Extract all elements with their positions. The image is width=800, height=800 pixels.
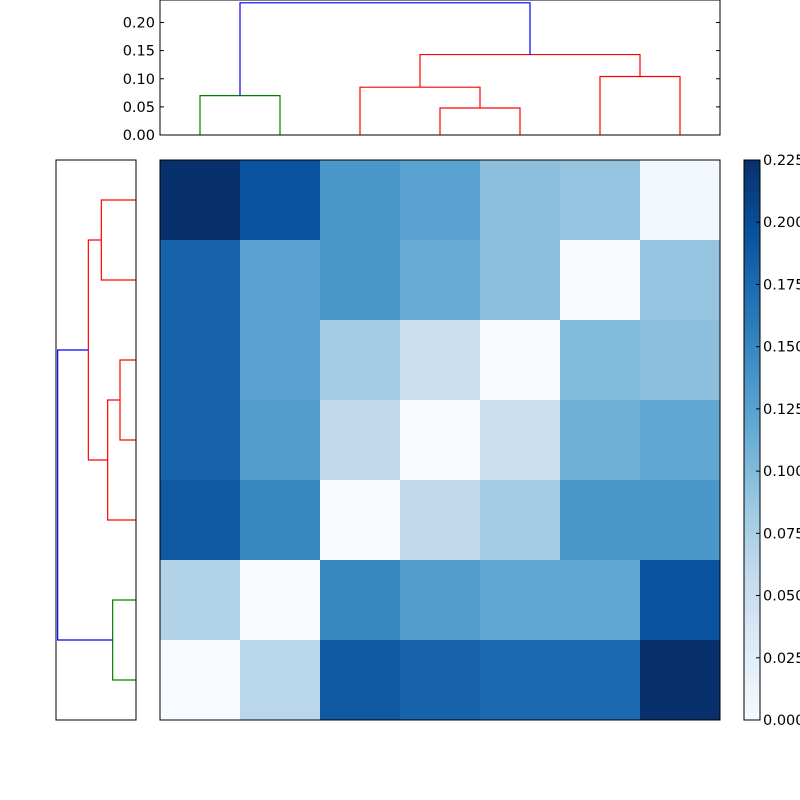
heatmap-cell bbox=[560, 240, 641, 321]
heatmap-cell bbox=[320, 480, 401, 561]
heatmap-cell bbox=[320, 640, 401, 721]
colorbar-tick-label: 0.075 bbox=[763, 526, 800, 542]
top-dendrogram-link bbox=[439, 107, 521, 135]
heatmap-cell bbox=[320, 560, 401, 641]
top-dendrogram-link bbox=[239, 2, 531, 96]
heatmap-cell bbox=[400, 400, 481, 481]
heatmap-cell bbox=[640, 560, 721, 641]
heatmap-cell bbox=[480, 640, 561, 721]
top-dendrogram-tick-label: 0.10 bbox=[123, 72, 155, 88]
colorbar-tick-label: 0.025 bbox=[763, 651, 800, 667]
heatmap-cell bbox=[160, 160, 241, 241]
left-dendrogram-frame bbox=[55, 159, 137, 721]
heatmap-cell bbox=[400, 560, 481, 641]
heatmap-cell bbox=[400, 480, 481, 561]
heatmap-cell bbox=[640, 480, 721, 561]
left-dendrogram-link bbox=[100, 199, 136, 281]
heatmap-cell bbox=[320, 400, 401, 481]
colorbar-tick-label: 0.200 bbox=[763, 215, 800, 231]
heatmap-cell bbox=[240, 640, 321, 721]
heatmap-cell bbox=[560, 480, 641, 561]
heatmap-cell bbox=[400, 160, 481, 241]
heatmap-cell bbox=[480, 240, 561, 321]
top-dendrogram-link bbox=[199, 95, 281, 135]
heatmap-cell bbox=[320, 160, 401, 241]
heatmap-cell bbox=[160, 400, 241, 481]
heatmap-cell bbox=[640, 640, 721, 721]
colorbar-tick-label: 0.225 bbox=[763, 153, 800, 169]
colorbar-tick-label: 0.050 bbox=[763, 589, 800, 605]
heatmap-cell bbox=[560, 640, 641, 721]
colorbar-tick-label: 0.000 bbox=[763, 713, 800, 729]
heatmap-cell bbox=[640, 160, 721, 241]
heatmap-cell bbox=[160, 480, 241, 561]
left-dendrogram-link bbox=[87, 239, 108, 461]
top-dendrogram-tick-label: 0.20 bbox=[123, 16, 155, 32]
heatmap-cell bbox=[560, 400, 641, 481]
left-dendrogram-link bbox=[119, 359, 136, 441]
heatmap-cell bbox=[240, 320, 321, 401]
heatmap-cell bbox=[480, 560, 561, 641]
heatmap-cell bbox=[560, 560, 641, 641]
heatmap-cell bbox=[480, 400, 561, 481]
heatmap-cell bbox=[560, 320, 641, 401]
top-dendrogram-tick-label: 0.15 bbox=[123, 44, 155, 60]
top-dendrogram-link bbox=[419, 53, 641, 88]
heatmap-cell bbox=[240, 480, 321, 561]
heatmap-cell bbox=[160, 560, 241, 641]
left-dendrogram bbox=[55, 159, 137, 721]
heatmap-cell bbox=[400, 640, 481, 721]
colorbar-tick-label: 0.100 bbox=[763, 464, 800, 480]
heatmap-frame bbox=[159, 159, 721, 721]
colorbar: 0.000 0.025 0.050 0.075 0.100 0.125 0.150 0.175… bbox=[743, 153, 800, 729]
heatmap-cell bbox=[240, 240, 321, 321]
top-dendrogram-frame bbox=[159, 0, 721, 136]
heatmap-cell bbox=[320, 320, 401, 401]
heatmap-cell bbox=[240, 400, 321, 481]
heatmap-cell bbox=[480, 320, 561, 401]
heatmap-cell bbox=[400, 320, 481, 401]
colorbar-tick-label: 0.175 bbox=[763, 277, 800, 293]
colorbar-gradient bbox=[744, 160, 760, 720]
heatmap-cell bbox=[160, 240, 241, 321]
heatmap-cell bbox=[320, 240, 401, 321]
heatmap-cell bbox=[240, 560, 321, 641]
left-dendrogram-link bbox=[57, 349, 113, 641]
heatmap-cell bbox=[480, 480, 561, 561]
heatmap-cell bbox=[160, 640, 241, 721]
colorbar-tick-label: 0.150 bbox=[763, 340, 800, 356]
heatmap-cell bbox=[400, 240, 481, 321]
top-dendrogram-link bbox=[599, 75, 681, 135]
heatmap-cell bbox=[160, 320, 241, 401]
heatmap-cell bbox=[480, 160, 561, 241]
colorbar-frame bbox=[743, 159, 761, 721]
heatmap-cell bbox=[640, 240, 721, 321]
heatmap-cell bbox=[640, 320, 721, 401]
heatmap-cell bbox=[240, 160, 321, 241]
top-dendrogram: 0.00 0.05 0.10 0.15 0.20 bbox=[123, 0, 721, 144]
left-dendrogram-link bbox=[107, 399, 136, 521]
top-dendrogram-tick-label: 0.05 bbox=[123, 100, 155, 116]
colorbar-tick-label: 0.125 bbox=[763, 402, 800, 418]
heatmap-cell bbox=[560, 160, 641, 241]
heatmap-cell bbox=[640, 400, 721, 481]
top-dendrogram-tick-label: 0.00 bbox=[123, 128, 155, 144]
top-dendrogram-link bbox=[359, 86, 481, 135]
heatmap bbox=[159, 159, 721, 721]
left-dendrogram-link bbox=[112, 599, 136, 681]
